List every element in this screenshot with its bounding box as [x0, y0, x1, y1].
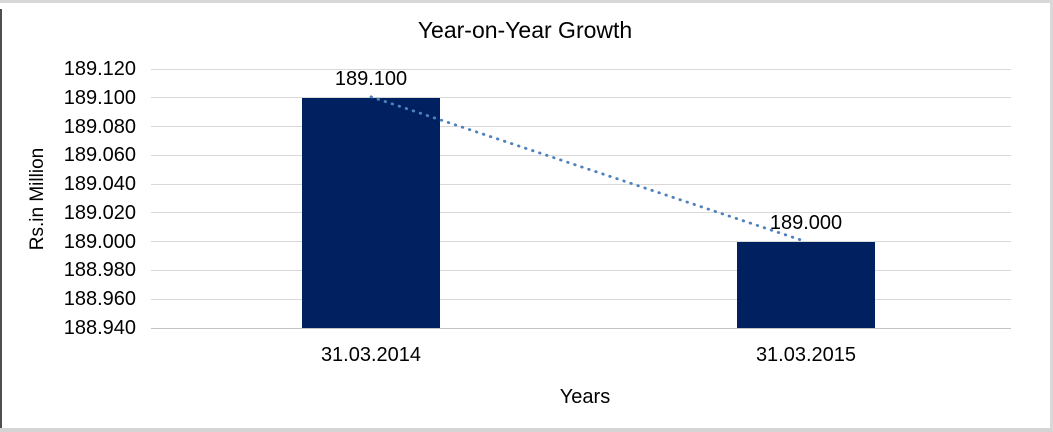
y-gridline: [151, 154, 1011, 156]
y-tick-label: 189.020: [63, 201, 136, 224]
y-tick-label: 189.000: [63, 230, 136, 253]
y-gridline: [151, 241, 1011, 243]
y-tick-label: 189.080: [63, 115, 136, 138]
bar-value-label: 189.000: [769, 211, 843, 234]
x-axis-title: Years: [559, 386, 611, 408]
bar-31.03.2014: [302, 97, 440, 328]
y-tick-label: 189.060: [63, 144, 136, 167]
y-gridline: [151, 183, 1011, 185]
y-tick-label: 188.980: [63, 259, 136, 282]
y-tick-label: 189.040: [63, 173, 136, 196]
bar-value-label: 189.100: [334, 67, 408, 90]
y-gridline: [151, 298, 1011, 300]
y-tick-label: 188.960: [63, 288, 136, 311]
y-gridline: [151, 269, 1011, 271]
chart-title: Year-on-Year Growth: [417, 17, 633, 43]
y-tick-label: 189.120: [63, 58, 136, 80]
x-category-label: 31.03.2015: [755, 344, 857, 366]
y-gridline: [151, 97, 1011, 99]
trendline: [369, 95, 808, 244]
y-tick-label: 189.100: [63, 86, 136, 109]
y-gridline: [151, 212, 1011, 214]
x-category-label: 31.03.2014: [320, 344, 422, 366]
y-gridline: [151, 68, 1011, 70]
frame-left-border: [0, 9, 2, 428]
y-tick-label: 188.940: [63, 317, 136, 339]
bar-31.03.2015: [737, 241, 875, 328]
y-gridline: [151, 327, 1011, 329]
y-gridline: [151, 126, 1011, 128]
